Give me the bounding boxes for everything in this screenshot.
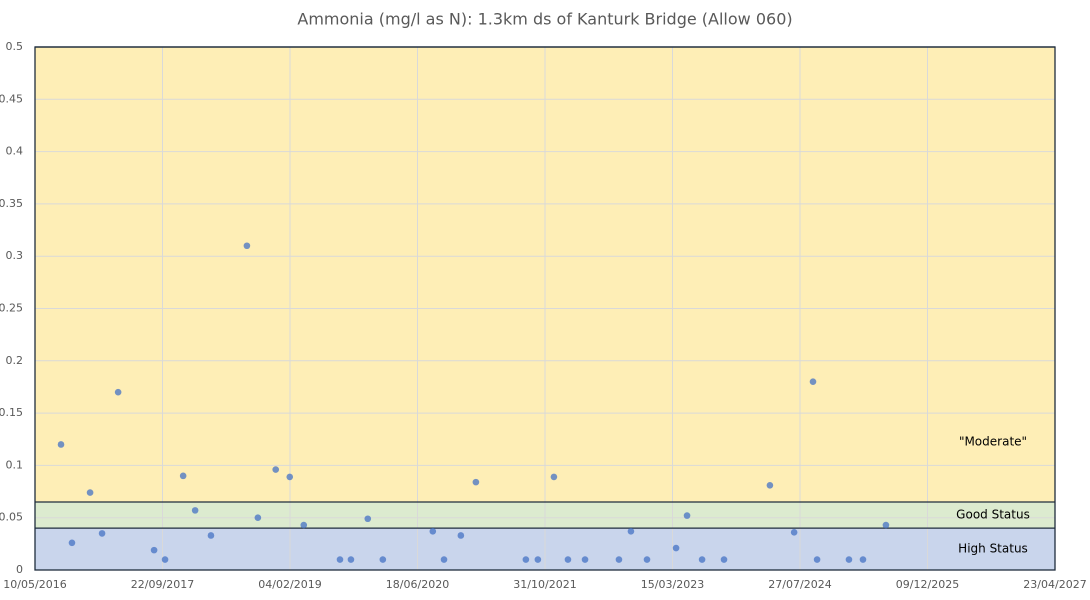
band-label: "Moderate" bbox=[959, 435, 1027, 449]
y-tick-label: 0.45 bbox=[0, 92, 23, 105]
x-tick-label: 22/09/2017 bbox=[131, 578, 194, 591]
point bbox=[440, 556, 448, 563]
band-label: High Status bbox=[958, 542, 1028, 556]
point bbox=[243, 242, 251, 250]
point bbox=[57, 441, 65, 448]
y-tick-label: 0.3 bbox=[6, 249, 24, 262]
point bbox=[472, 478, 480, 486]
point bbox=[347, 556, 355, 563]
y-tick-label: 0.35 bbox=[0, 197, 23, 210]
y-tick-label: 0.05 bbox=[0, 511, 23, 524]
point bbox=[859, 556, 867, 563]
x-tick-label: 31/10/2021 bbox=[513, 578, 576, 591]
y-tick-label: 0.5 bbox=[6, 40, 24, 53]
point bbox=[68, 539, 76, 547]
point bbox=[672, 544, 680, 552]
point bbox=[564, 556, 572, 563]
point bbox=[114, 388, 122, 396]
y-tick-label: 0.2 bbox=[6, 354, 24, 367]
band-label: Good Status bbox=[956, 508, 1030, 522]
point bbox=[300, 521, 308, 529]
point bbox=[522, 556, 530, 563]
point bbox=[698, 556, 706, 563]
point bbox=[550, 473, 558, 481]
point bbox=[161, 556, 169, 563]
point bbox=[643, 556, 651, 563]
point bbox=[191, 507, 199, 514]
point bbox=[207, 532, 215, 539]
chart-title: Ammonia (mg/l as N): 1.3km ds of Kanturk… bbox=[297, 10, 792, 29]
point bbox=[534, 556, 542, 563]
point bbox=[683, 512, 691, 519]
point bbox=[790, 529, 798, 536]
point bbox=[429, 527, 437, 535]
point bbox=[845, 556, 853, 563]
point bbox=[150, 546, 158, 554]
x-tick-label: 23/04/2027 bbox=[1023, 578, 1086, 591]
point bbox=[86, 489, 94, 496]
point bbox=[581, 556, 589, 563]
y-tick-label: 0 bbox=[16, 563, 23, 576]
point bbox=[882, 521, 890, 529]
x-tick-label: 27/07/2024 bbox=[768, 578, 831, 591]
point bbox=[286, 473, 294, 481]
point bbox=[809, 378, 817, 386]
plot-border bbox=[34, 46, 1056, 571]
point bbox=[615, 556, 623, 563]
x-tick-label: 18/06/2020 bbox=[386, 578, 449, 591]
x-tick-label: 10/05/2016 bbox=[3, 578, 66, 591]
x-tick-label: 15/03/2023 bbox=[641, 578, 704, 591]
point bbox=[272, 466, 280, 473]
point bbox=[720, 556, 728, 563]
point bbox=[813, 556, 821, 563]
point bbox=[364, 515, 372, 523]
point bbox=[179, 472, 187, 480]
point bbox=[766, 481, 774, 489]
y-tick-label: 0.25 bbox=[0, 302, 23, 315]
point bbox=[98, 530, 106, 537]
y-tick-label: 0.1 bbox=[6, 458, 24, 471]
x-tick-label: 04/02/2019 bbox=[258, 578, 321, 591]
y-tick-label: 0.4 bbox=[6, 145, 24, 158]
x-tick-label: 09/12/2025 bbox=[896, 578, 959, 591]
y-tick-label: 0.15 bbox=[0, 406, 23, 419]
point bbox=[379, 556, 387, 563]
point bbox=[336, 556, 344, 563]
point bbox=[627, 527, 635, 535]
point bbox=[457, 532, 465, 539]
point bbox=[254, 514, 262, 521]
